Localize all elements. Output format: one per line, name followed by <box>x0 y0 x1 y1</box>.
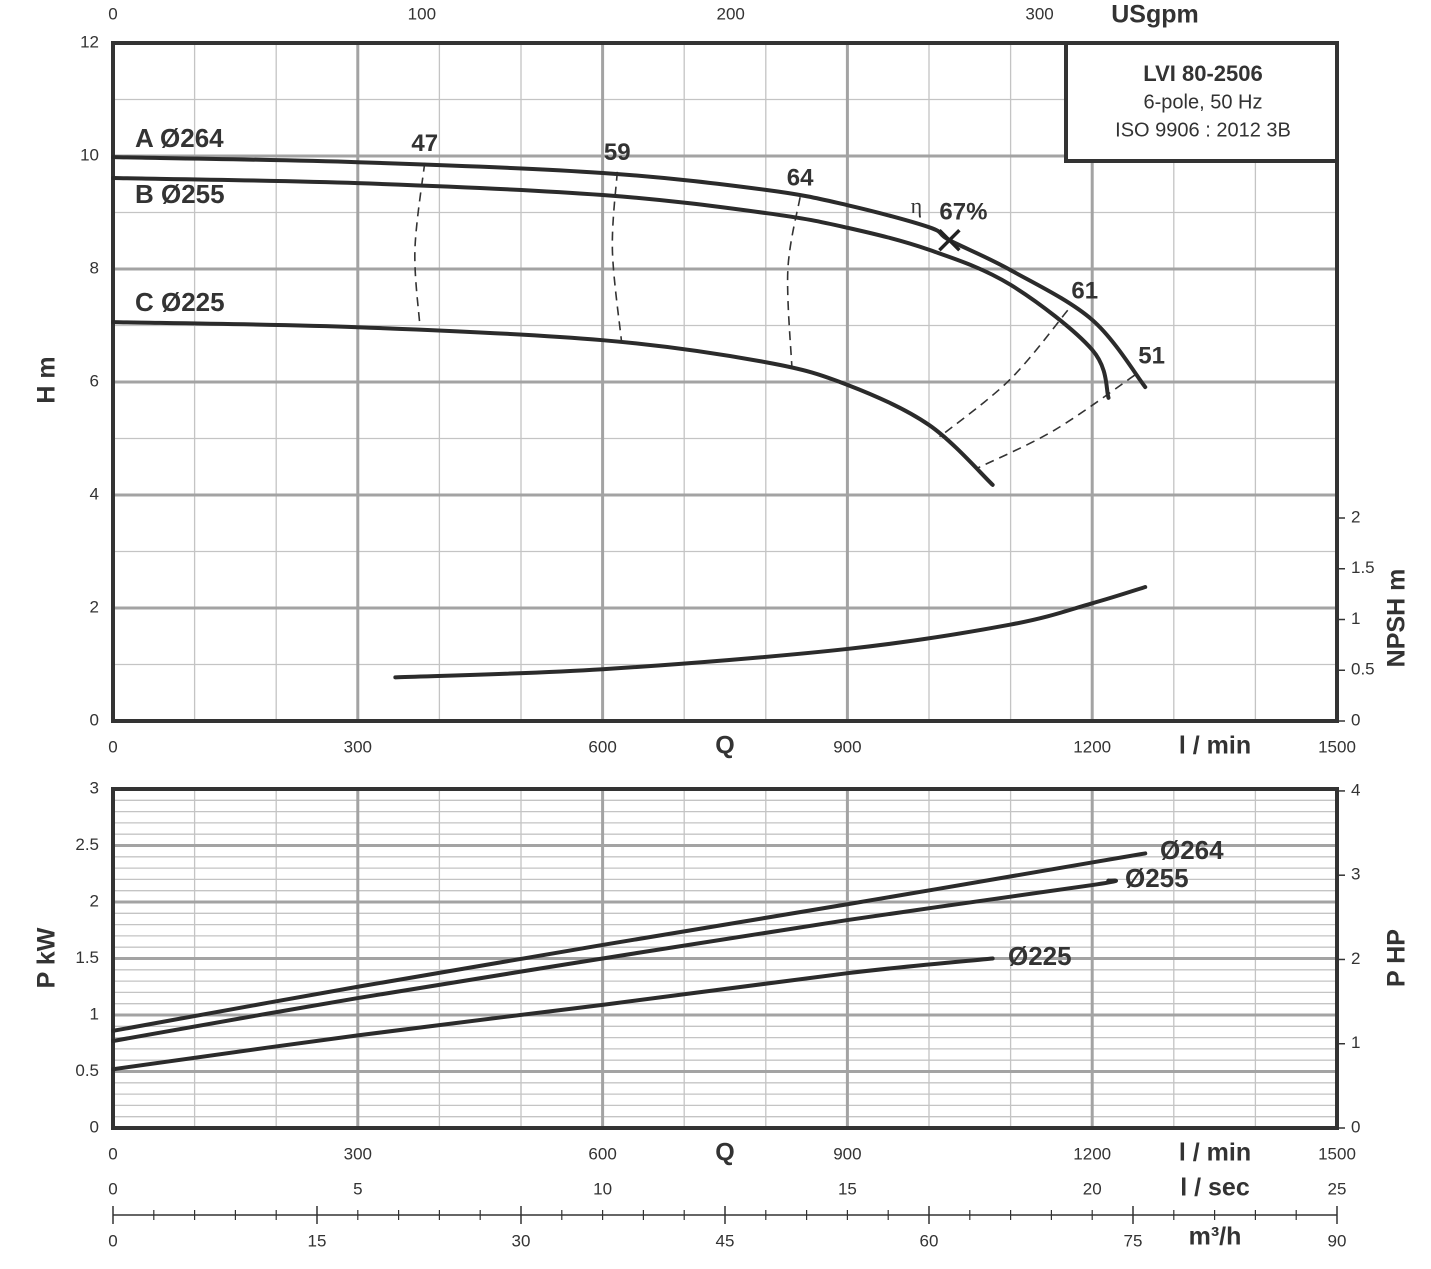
bep-label: 67% <box>939 199 987 226</box>
y-tick-label: 0 <box>90 1117 99 1136</box>
curve <box>393 585 1148 680</box>
curve <box>111 320 995 487</box>
curve-label: Ø225 <box>1008 941 1072 971</box>
extra-tick-label: 10 <box>593 1179 612 1198</box>
curve <box>111 155 1148 390</box>
y-tick-label: 6 <box>90 371 99 390</box>
y-tick-label: 8 <box>90 258 99 277</box>
extra-tick-label: 0 <box>108 1179 117 1198</box>
info-text: ISO 9906 : 2012 3B <box>1115 119 1291 141</box>
y2-tick-label: 1.5 <box>1351 558 1375 577</box>
curve-label: Ø264 <box>1160 835 1224 865</box>
extra-tick-label: 90 <box>1328 1231 1347 1250</box>
efficiency-symbol: η <box>911 193 923 218</box>
extra-axis-label: m³/h <box>1189 1223 1242 1251</box>
x-tick-label: 1200 <box>1073 737 1111 756</box>
curve-label: B Ø255 <box>135 179 225 209</box>
y2-tick-label: 2 <box>1351 949 1360 968</box>
efficiency-label: 59 <box>604 139 631 166</box>
y2-tick-label: 0 <box>1351 710 1360 729</box>
plot-frame <box>111 41 1339 723</box>
efficiency-label: 64 <box>787 165 814 192</box>
x-tick-label: 0 <box>108 1144 117 1163</box>
y2-tick-label: 0.5 <box>1351 660 1375 679</box>
extra-tick-label: 20 <box>1083 1179 1102 1198</box>
x2-tick-label: 300 <box>1025 4 1053 23</box>
extra-tick-label: 60 <box>920 1231 939 1250</box>
x2-tick-label: 100 <box>408 4 436 23</box>
efficiency-label: 47 <box>411 130 438 157</box>
y2-axis-label: NPSH m <box>1383 569 1411 668</box>
info-box <box>1064 41 1339 163</box>
y-tick-label: 12 <box>80 32 99 51</box>
extra-tick-label: 15 <box>838 1179 857 1198</box>
x-tick-label: 300 <box>344 1144 372 1163</box>
y-tick-label: 3 <box>90 778 99 797</box>
y2-tick-label: 2 <box>1351 507 1360 526</box>
extra-tick-label: 15 <box>308 1231 327 1250</box>
curve-label: A Ø264 <box>135 123 224 153</box>
y2-tick-label: 4 <box>1351 780 1360 799</box>
x-tick-label: 1500 <box>1318 737 1356 756</box>
y-axis-label: P kW <box>33 927 61 988</box>
y2-axis-label: P HP <box>1383 929 1411 987</box>
x-unit-label: l / min <box>1179 1139 1251 1167</box>
extra-tick-label: 0 <box>108 1231 117 1250</box>
x2-axis-label: USgpm <box>1111 1 1199 29</box>
x2-tick-label: 0 <box>108 4 117 23</box>
efficiency-line <box>786 197 801 368</box>
extra-tick-label: 75 <box>1124 1231 1143 1250</box>
curve <box>111 851 1148 1033</box>
x-tick-label: 0 <box>108 737 117 756</box>
efficiency-line <box>611 171 623 341</box>
y-tick-label: 4 <box>90 484 99 503</box>
curve <box>111 878 1119 1043</box>
x-tick-label: 1200 <box>1073 1144 1111 1163</box>
efficiency-label: 51 <box>1138 343 1165 370</box>
y-axis-label: H m <box>33 356 61 403</box>
efficiency-line <box>414 162 426 325</box>
y2-tick-label: 1 <box>1351 609 1360 628</box>
y-tick-label: 2.5 <box>75 835 99 854</box>
y-tick-label: 10 <box>80 145 99 164</box>
x-tick-label: 1500 <box>1318 1144 1356 1163</box>
curve <box>111 176 1111 400</box>
x-unit-label: l / min <box>1179 732 1251 760</box>
extra-tick-label: 45 <box>716 1231 735 1250</box>
y-tick-label: 1.5 <box>75 948 99 967</box>
extra-tick-label: 30 <box>512 1231 531 1250</box>
info-text: LVI 80-2506 <box>1143 61 1262 86</box>
y-tick-label: 0 <box>90 710 99 729</box>
x-tick-label: 900 <box>833 737 861 756</box>
curve-label: C Ø225 <box>135 287 225 317</box>
x-axis-label: Q <box>715 732 734 760</box>
y-tick-label: 1 <box>90 1004 99 1023</box>
x-tick-label: 600 <box>588 1144 616 1163</box>
efficiency-label: 61 <box>1071 278 1098 305</box>
y-tick-label: 2 <box>90 891 99 910</box>
y2-tick-label: 3 <box>1351 865 1360 884</box>
y2-tick-label: 0 <box>1351 1117 1360 1136</box>
x-tick-label: 300 <box>344 737 372 756</box>
curve-label: Ø255 <box>1125 863 1189 893</box>
x2-tick-label: 200 <box>717 4 745 23</box>
efficiency-line <box>939 309 1069 438</box>
y2-tick-label: 1 <box>1351 1033 1360 1052</box>
extra-tick-label: 5 <box>353 1179 362 1198</box>
efficiency-line <box>977 374 1136 469</box>
y-tick-label: 2 <box>90 597 99 616</box>
extra-tick-label: 25 <box>1328 1179 1347 1198</box>
bep-marker <box>938 228 961 252</box>
curve <box>111 956 995 1072</box>
x-axis-label: Q <box>715 1139 734 1167</box>
y-tick-label: 0.5 <box>75 1061 99 1080</box>
plot-frame <box>111 787 1339 1130</box>
extra-axis-label: l / sec <box>1180 1174 1250 1202</box>
info-text: 6-pole, 50 Hz <box>1144 91 1263 113</box>
x-tick-label: 900 <box>833 1144 861 1163</box>
x-tick-label: 600 <box>588 737 616 756</box>
